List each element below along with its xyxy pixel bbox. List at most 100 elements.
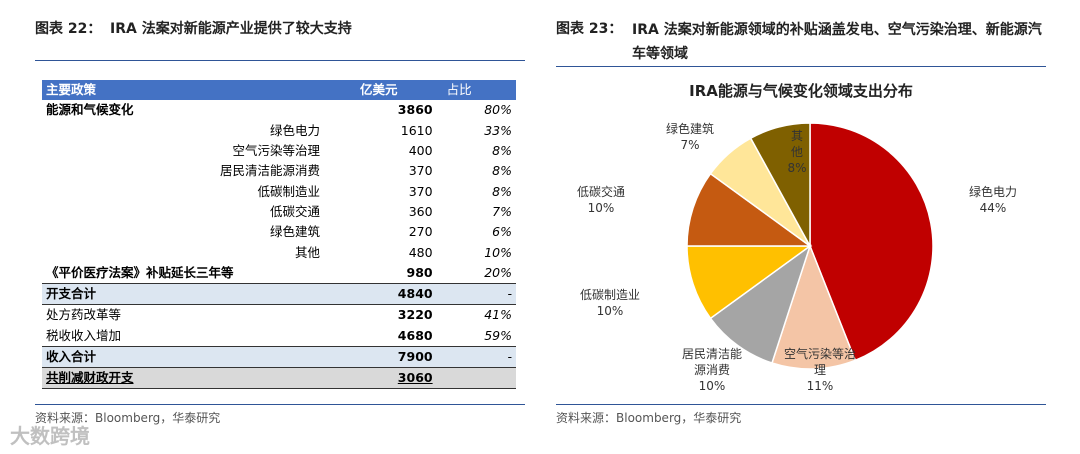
table-row: 能源和气候变化 3860 80% (42, 100, 516, 120)
table-cell: 3060 (319, 367, 443, 390)
pie-label: 绿色建筑 7% (658, 121, 722, 153)
table-cell: 480 (408, 244, 433, 260)
category-label: 其他 (790, 129, 803, 159)
table-row: 税收收入增加 4680 59% (42, 326, 516, 347)
header-cell: 主要政策 (42, 80, 320, 101)
value-label: 10% (587, 201, 615, 215)
pie-slice (709, 244, 812, 364)
category-label: 低碳交通 (576, 185, 625, 199)
pie-label: 绿色电力 44% (963, 184, 1023, 216)
policy-table: 主要政策 亿美元 占比 能源和气候变化 3860 80% 绿色电力 1610 33% 空气污染等治… (42, 80, 516, 390)
table-cell: 8% (492, 163, 512, 179)
table-cell: 低碳制造业 (257, 183, 320, 199)
rule (35, 404, 525, 405)
table-cell: 共削减财政开支 (42, 367, 320, 390)
header-row: 主要政策 亿美元 占比 (42, 80, 516, 101)
table-cell: 4680 (397, 327, 433, 343)
table-cell: 370 (408, 183, 433, 199)
table-cell: 980 (406, 264, 433, 280)
value-label: 11% (806, 379, 834, 393)
table-cell: 8% (492, 183, 512, 199)
value-label: 10% (596, 304, 624, 318)
rule (35, 60, 525, 61)
figure-label: 图表 22： (35, 21, 102, 37)
pie-label: 其他 8% (787, 128, 806, 176)
table-cell: 税收收入增加 (46, 327, 122, 343)
table-cell: 空气污染等治理 (232, 143, 320, 159)
table-cell: 10% (484, 244, 512, 260)
pie-label: 低碳交通 10% (569, 184, 633, 216)
pie-label: 低碳制造业 10% (565, 287, 655, 319)
table-cell: 370 (408, 163, 433, 179)
value-label: 8% (787, 161, 807, 175)
table-row: 其他 480 10% (42, 242, 516, 262)
table-row: 共削减财政开支 3060 (42, 367, 516, 390)
table-row: 低碳交通 360 7% (42, 202, 516, 222)
figure-title: IRA 法案对新能源领域的补贴涵盖发电、空气污染治理、新能源汽车等领域 (632, 22, 1042, 62)
table-row: 处方药改革等 3220 41% (42, 305, 516, 326)
value-label: 7% (680, 138, 700, 152)
table-cell: 8% (492, 143, 512, 159)
pie-label: 居民清洁能源消费 10% (680, 346, 744, 394)
table-cell: 270 (408, 224, 433, 240)
category-label: 空气污染等治理 (784, 347, 857, 377)
source: 资料来源：Bloomberg，华泰研究 (556, 411, 742, 425)
pie-slice (749, 122, 811, 247)
table-cell: 其他 (294, 244, 320, 260)
table-row: 居民清洁能源消费 370 8% (42, 161, 516, 181)
table-cell: 3860 (397, 102, 433, 118)
table-cell: 41% (484, 307, 512, 323)
table-cell: 80% (484, 102, 512, 118)
table-cell (442, 367, 516, 390)
value-label: 44% (979, 201, 1007, 215)
pie-slice (809, 122, 934, 362)
table-cell: 33% (484, 122, 512, 138)
header-cell: 占比 (442, 80, 516, 101)
table-cell: 收入合计 (42, 345, 320, 369)
pie-slice (686, 172, 813, 247)
header-cell: 亿美元 (319, 80, 443, 101)
table-cell: - (442, 282, 516, 306)
table-cell: 开支合计 (42, 282, 320, 306)
category-label: 低碳制造业 (579, 288, 640, 302)
category-label: 居民清洁能源消费 (681, 347, 742, 377)
table-cell: 59% (484, 327, 512, 343)
table-row: 低碳制造业 370 8% (42, 181, 516, 201)
table-cell: 4840 (319, 282, 443, 306)
watermark: 大数跨境 (10, 424, 90, 448)
pie-slice (771, 243, 857, 370)
rule (556, 66, 1046, 67)
table-row: 收入合计 7900- (42, 345, 516, 369)
table-cell: 绿色电力 (269, 122, 320, 138)
table-row: 开支合计 4840- (42, 282, 516, 306)
table-cell: 7% (492, 203, 512, 219)
value-label: 10% (698, 379, 726, 393)
table-row: 《平价医疗法案》补贴延长三年等 980 20% (42, 263, 516, 284)
table-cell: 20% (484, 264, 512, 280)
table-cell: 400 (408, 143, 433, 159)
table-row: 绿色建筑 270 6% (42, 222, 516, 242)
table-cell: 6% (492, 224, 512, 240)
table-cell: 处方药改革等 (46, 307, 122, 323)
table-cell: 居民清洁能源消费 (219, 163, 320, 179)
pie-slice (686, 245, 813, 320)
category-label: 绿色电力 (968, 185, 1017, 199)
table-cell: 绿色建筑 (269, 224, 320, 240)
table-cell: 能源和气候变化 (46, 102, 134, 118)
table-cell: 360 (408, 203, 433, 219)
category-label: 绿色建筑 (665, 122, 714, 136)
table-cell: 1610 (400, 122, 433, 138)
table-cell: 《平价医疗法案》补贴延长三年等 (46, 264, 234, 280)
table-cell: 低碳交通 (269, 203, 320, 219)
rule (556, 404, 1046, 405)
figure-title: IRA 法案对新能源产业提供了较大支持 (110, 21, 352, 37)
table-row: 绿色电力 1610 33% (42, 121, 516, 141)
source: 资料来源：Bloomberg，华泰研究 (35, 411, 221, 425)
figure-label: 图表 23： (556, 21, 623, 37)
table-row: 空气污染等治理 400 8% (42, 141, 516, 161)
chart-title: IRA能源与气候变化领域支出分布 (689, 82, 913, 100)
table-cell: 3220 (397, 307, 433, 323)
pie-label: 空气污染等治理 11% (784, 346, 856, 394)
